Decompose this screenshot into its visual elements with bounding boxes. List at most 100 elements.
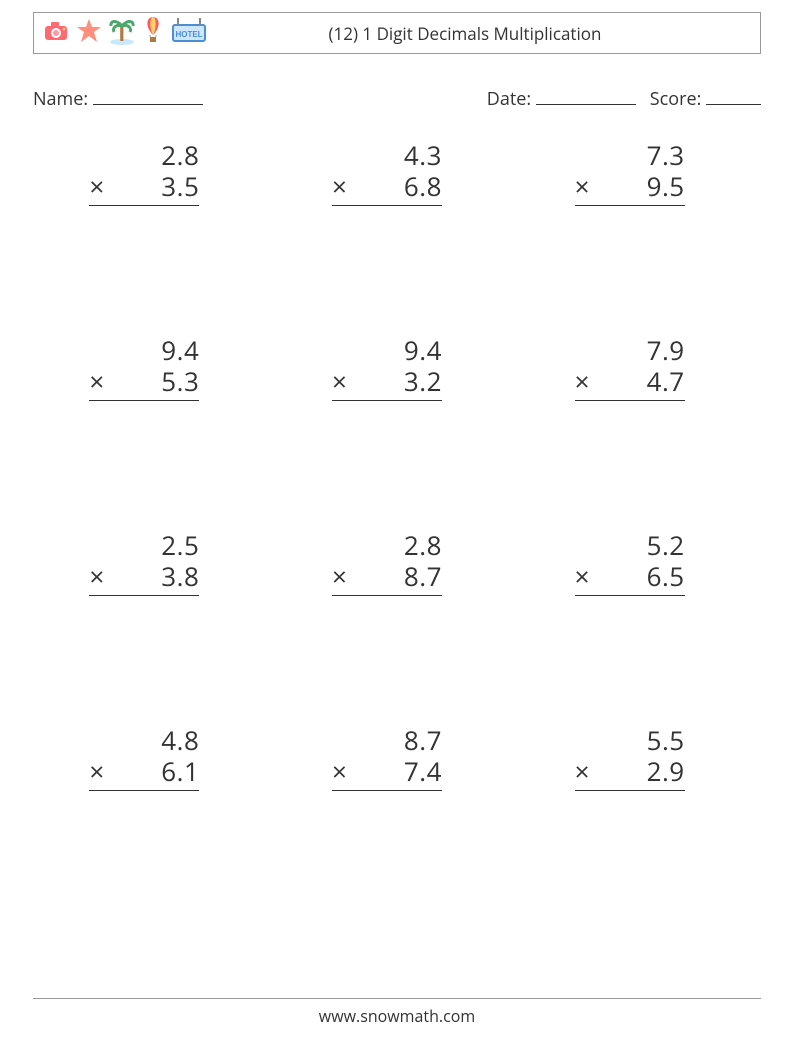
multiplicand: 4.8 xyxy=(89,725,199,756)
problems-grid: 2.8×3.54.3×6.87.3×9.59.4×5.39.4×3.27.9×4… xyxy=(33,140,761,920)
multiplier: 3.5 xyxy=(161,171,199,202)
multiplier: 3.8 xyxy=(161,561,199,592)
problem: 2.8× 8.7 xyxy=(276,530,519,725)
header-box: HOTEL (12) 1 Digit Decimals Multiplicati… xyxy=(33,12,761,54)
problem: 9.4× 3.2 xyxy=(276,335,519,530)
problem: 9.4× 5.3 xyxy=(33,335,276,530)
problem-inner: 8.7× 7.4 xyxy=(332,725,442,791)
multiplier-line: × 2.9 xyxy=(575,756,685,787)
multiplicand: 2.5 xyxy=(89,530,199,561)
problem: 7.3× 9.5 xyxy=(518,140,761,335)
operator: × xyxy=(575,756,590,787)
problem: 8.7× 7.4 xyxy=(276,725,519,920)
operator: × xyxy=(332,171,347,202)
multiplicand: 2.8 xyxy=(332,530,442,561)
multiplicand: 9.4 xyxy=(89,335,199,366)
palm-tree-icon xyxy=(108,16,136,51)
camera-icon xyxy=(42,18,70,49)
problem: 4.3× 6.8 xyxy=(276,140,519,335)
score-field: Score: xyxy=(650,85,761,111)
multiplier: 6.5 xyxy=(647,561,685,592)
multiplier-line: × 3.2 xyxy=(332,366,442,397)
operator: × xyxy=(89,171,104,202)
problem-inner: 2.5× 3.8 xyxy=(89,530,199,596)
starfish-icon xyxy=(76,18,102,49)
multiplier-line: × 3.8 xyxy=(89,561,199,592)
balloon-icon xyxy=(142,15,164,52)
operator: × xyxy=(332,561,347,592)
multiplier: 3.2 xyxy=(404,366,442,397)
problem: 5.2× 6.5 xyxy=(518,530,761,725)
svg-text:HOTEL: HOTEL xyxy=(175,30,202,39)
multiplier-line: × 9.5 xyxy=(575,171,685,202)
problem-inner: 2.8× 8.7 xyxy=(332,530,442,596)
footer-line xyxy=(33,998,761,999)
rule xyxy=(332,790,442,791)
rule xyxy=(332,400,442,401)
multiplier-line: × 5.3 xyxy=(89,366,199,397)
problem-inner: 5.2× 6.5 xyxy=(575,530,685,596)
multiplicand: 5.2 xyxy=(575,530,685,561)
info-row: Name: Date: Score: xyxy=(33,85,761,111)
worksheet-title: (12) 1 Digit Decimals Multiplication xyxy=(208,22,752,45)
hotel-sign-icon: HOTEL xyxy=(170,17,208,50)
operator: × xyxy=(575,561,590,592)
multiplicand: 4.3 xyxy=(332,140,442,171)
date-label: Date: xyxy=(487,87,531,111)
score-underline xyxy=(706,85,761,105)
rule xyxy=(332,205,442,206)
problem-inner: 7.9× 4.7 xyxy=(575,335,685,401)
multiplier-line: × 7.4 xyxy=(332,756,442,787)
date-field: Date: xyxy=(487,85,636,111)
multiplier-line: × 3.5 xyxy=(89,171,199,202)
rule xyxy=(575,595,685,596)
multiplier: 4.7 xyxy=(647,366,685,397)
multiplier-line: × 4.7 xyxy=(575,366,685,397)
multiplier: 6.8 xyxy=(404,171,442,202)
rule xyxy=(89,205,199,206)
problem: 4.8× 6.1 xyxy=(33,725,276,920)
problem-inner: 5.5× 2.9 xyxy=(575,725,685,791)
problem-inner: 4.8× 6.1 xyxy=(89,725,199,791)
multiplicand: 2.8 xyxy=(89,140,199,171)
rule xyxy=(89,790,199,791)
multiplier: 9.5 xyxy=(647,171,685,202)
multiplier-line: × 6.5 xyxy=(575,561,685,592)
multiplier: 2.9 xyxy=(647,756,685,787)
problem-inner: 9.4× 5.3 xyxy=(89,335,199,401)
multiplicand: 9.4 xyxy=(332,335,442,366)
multiplier: 5.3 xyxy=(161,366,199,397)
problem-inner: 7.3× 9.5 xyxy=(575,140,685,206)
rule xyxy=(575,205,685,206)
operator: × xyxy=(89,561,104,592)
rule xyxy=(575,790,685,791)
operator: × xyxy=(575,171,590,202)
problem-inner: 2.8× 3.5 xyxy=(89,140,199,206)
problem: 7.9× 4.7 xyxy=(518,335,761,530)
multiplicand: 8.7 xyxy=(332,725,442,756)
multiplier: 7.4 xyxy=(404,756,442,787)
multiplicand: 7.9 xyxy=(575,335,685,366)
operator: × xyxy=(89,366,104,397)
name-label: Name: xyxy=(33,87,88,111)
operator: × xyxy=(332,366,347,397)
multiplier: 8.7 xyxy=(404,561,442,592)
date-underline xyxy=(536,85,636,105)
rule xyxy=(332,595,442,596)
score-label: Score: xyxy=(650,87,702,111)
multiplier-line: × 6.8 xyxy=(332,171,442,202)
problem: 2.5× 3.8 xyxy=(33,530,276,725)
multiplier-line: × 8.7 xyxy=(332,561,442,592)
problem: 2.8× 3.5 xyxy=(33,140,276,335)
operator: × xyxy=(89,756,104,787)
multiplicand: 7.3 xyxy=(575,140,685,171)
multiplier: 6.1 xyxy=(161,756,199,787)
operator: × xyxy=(332,756,347,787)
header-icons: HOTEL xyxy=(42,15,208,52)
footer-text: www.snowmath.com xyxy=(0,1005,794,1027)
rule xyxy=(89,595,199,596)
operator: × xyxy=(575,366,590,397)
name-field: Name: xyxy=(33,85,203,111)
problem-inner: 9.4× 3.2 xyxy=(332,335,442,401)
multiplicand: 5.5 xyxy=(575,725,685,756)
